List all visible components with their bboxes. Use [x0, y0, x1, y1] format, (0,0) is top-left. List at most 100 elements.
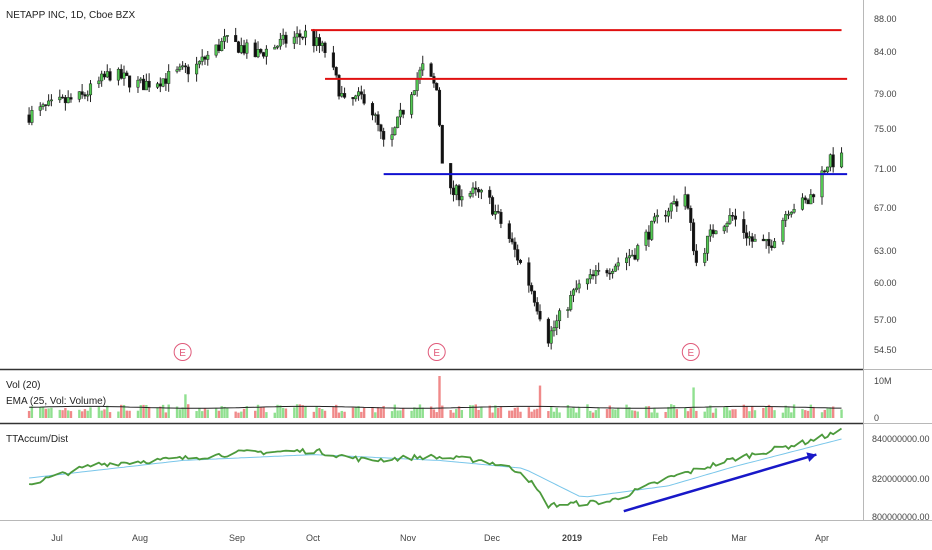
volume-ema-line: [29, 405, 842, 409]
candle-body: [412, 90, 416, 95]
candle-body: [44, 104, 48, 106]
volume-bar: [703, 411, 706, 418]
candle-body: [616, 262, 620, 267]
candle-body: [742, 219, 746, 233]
accum-scale[interactable]: 840000000.00 820000000.00 800000000.00: [872, 434, 930, 522]
volume-bar: [812, 406, 815, 418]
candle-body: [800, 197, 805, 210]
candle-body: [343, 93, 347, 98]
volume-bar: [527, 407, 531, 418]
volume-bar: [457, 406, 461, 418]
volume-bar: [97, 406, 101, 418]
price-scale[interactable]: 88.00 84.00 79.00 75.00 71.00 67.00 63.0…: [874, 14, 897, 355]
volume-bar: [396, 410, 399, 418]
candle-body: [418, 69, 422, 80]
volume-panel[interactable]: [27, 376, 843, 418]
candle-body: [295, 33, 299, 38]
volume-bar: [577, 406, 581, 418]
candle-body: [49, 99, 53, 102]
volume-bar: [516, 407, 519, 418]
volume-bar: [723, 407, 726, 418]
volume-bar: [50, 407, 53, 418]
volume-bar: [27, 410, 31, 418]
candle-body: [116, 68, 120, 81]
candle-body: [317, 37, 321, 46]
candle-body: [496, 211, 500, 213]
volume-bar: [692, 387, 695, 418]
volume-bar: [753, 410, 757, 418]
volume-bar: [644, 406, 648, 418]
candle-body: [97, 80, 101, 85]
volume-bar: [265, 412, 268, 418]
candle-body: [440, 124, 444, 164]
volume-bar: [748, 411, 751, 418]
candle-body: [376, 114, 380, 125]
candle-body: [781, 220, 785, 242]
volume-bar: [167, 404, 170, 418]
candle-body: [432, 76, 436, 84]
candle-body: [105, 71, 109, 78]
volume-bar: [58, 409, 61, 418]
volume-bar: [469, 405, 472, 418]
candle-body: [77, 91, 81, 100]
candle-body: [86, 94, 90, 97]
volume-bar: [552, 411, 556, 418]
volume-bar: [751, 406, 754, 418]
accum-dist-panel[interactable]: [29, 427, 843, 513]
candle-body: [692, 222, 696, 252]
level-lines[interactable]: [311, 29, 848, 176]
volume-bar: [566, 405, 570, 418]
volume-bar: [549, 406, 553, 418]
candle-body: [122, 72, 126, 79]
candle-body: [630, 254, 634, 257]
volume-bar: [650, 412, 653, 418]
candle-body: [792, 209, 796, 213]
volume-bar: [343, 411, 346, 418]
time-axis[interactable]: Jul Aug Sep Oct Nov Dec 2019 Feb Mar Apr: [51, 533, 829, 543]
candle-body: [839, 152, 844, 168]
volume-bar: [273, 412, 276, 418]
price-tick: 79.00: [874, 89, 897, 99]
candle-body: [242, 45, 246, 54]
volume-bar: [66, 410, 70, 418]
volume-scale[interactable]: 10M 0: [874, 376, 892, 423]
volume-bar: [47, 408, 50, 418]
volume-bar: [823, 409, 826, 418]
time-label: Mar: [731, 533, 747, 543]
volume-bar: [452, 412, 455, 418]
volume-bar: [508, 410, 511, 418]
volume-bar: [421, 407, 424, 418]
candle-body: [437, 89, 442, 126]
candle-body: [259, 49, 263, 53]
candle-body: [88, 83, 93, 96]
time-label: Feb: [652, 533, 668, 543]
volume-bar: [120, 404, 123, 418]
volume-bar: [510, 410, 514, 418]
candle-body: [571, 289, 576, 296]
candle-body: [183, 65, 187, 68]
volume-bar: [586, 404, 589, 418]
volume-bar: [731, 409, 734, 418]
candle-body: [128, 75, 132, 88]
candle-body: [178, 66, 182, 71]
candle-body: [161, 78, 165, 87]
volume-bar: [706, 406, 709, 418]
volume-bar: [767, 404, 771, 418]
candle-body: [47, 100, 51, 106]
candle-body: [175, 69, 179, 72]
volume-bar: [262, 407, 265, 418]
volume-bar: [734, 409, 737, 418]
volume-bar: [616, 408, 620, 418]
volume-title: Vol (20): [6, 380, 40, 391]
volume-bar: [725, 406, 729, 418]
earnings-marker: [681, 343, 700, 361]
candle-body: [225, 35, 229, 37]
volume-bar: [276, 404, 279, 418]
price-panel[interactable]: [27, 24, 844, 350]
volume-bar: [418, 404, 422, 418]
candle-body: [770, 245, 774, 248]
candle-body: [669, 203, 673, 212]
candle-body: [644, 231, 648, 246]
volume-bar: [83, 409, 87, 418]
